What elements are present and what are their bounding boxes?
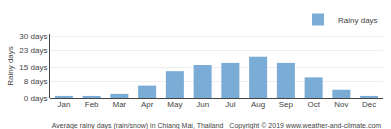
svg-text:Jul: Jul <box>225 100 235 109</box>
svg-text:Rainy days: Rainy days <box>6 46 15 86</box>
svg-text:8 days: 8 days <box>24 77 48 86</box>
svg-text:0 days: 0 days <box>24 94 48 103</box>
svg-text:Aug: Aug <box>251 100 265 109</box>
svg-text:Mar: Mar <box>112 100 126 109</box>
svg-text:15 days: 15 days <box>19 63 47 72</box>
svg-text:Feb: Feb <box>85 100 99 109</box>
svg-text:Dec: Dec <box>362 100 376 109</box>
svg-text:May: May <box>167 100 182 109</box>
svg-text:Jun: Jun <box>196 100 209 109</box>
svg-text:23 days: 23 days <box>19 46 47 55</box>
svg-text:30 days: 30 days <box>19 32 47 41</box>
svg-text:Oct: Oct <box>307 100 320 109</box>
svg-text:Apr: Apr <box>141 100 154 109</box>
svg-text:Nov: Nov <box>334 100 348 109</box>
svg-text:Rainy days: Rainy days <box>338 16 378 25</box>
svg-text:Sep: Sep <box>279 100 294 109</box>
svg-text:Average rainy days (rain/snow): Average rainy days (rain/snow) in Chiang… <box>52 122 382 129</box>
svg-text:Jan: Jan <box>57 100 70 109</box>
